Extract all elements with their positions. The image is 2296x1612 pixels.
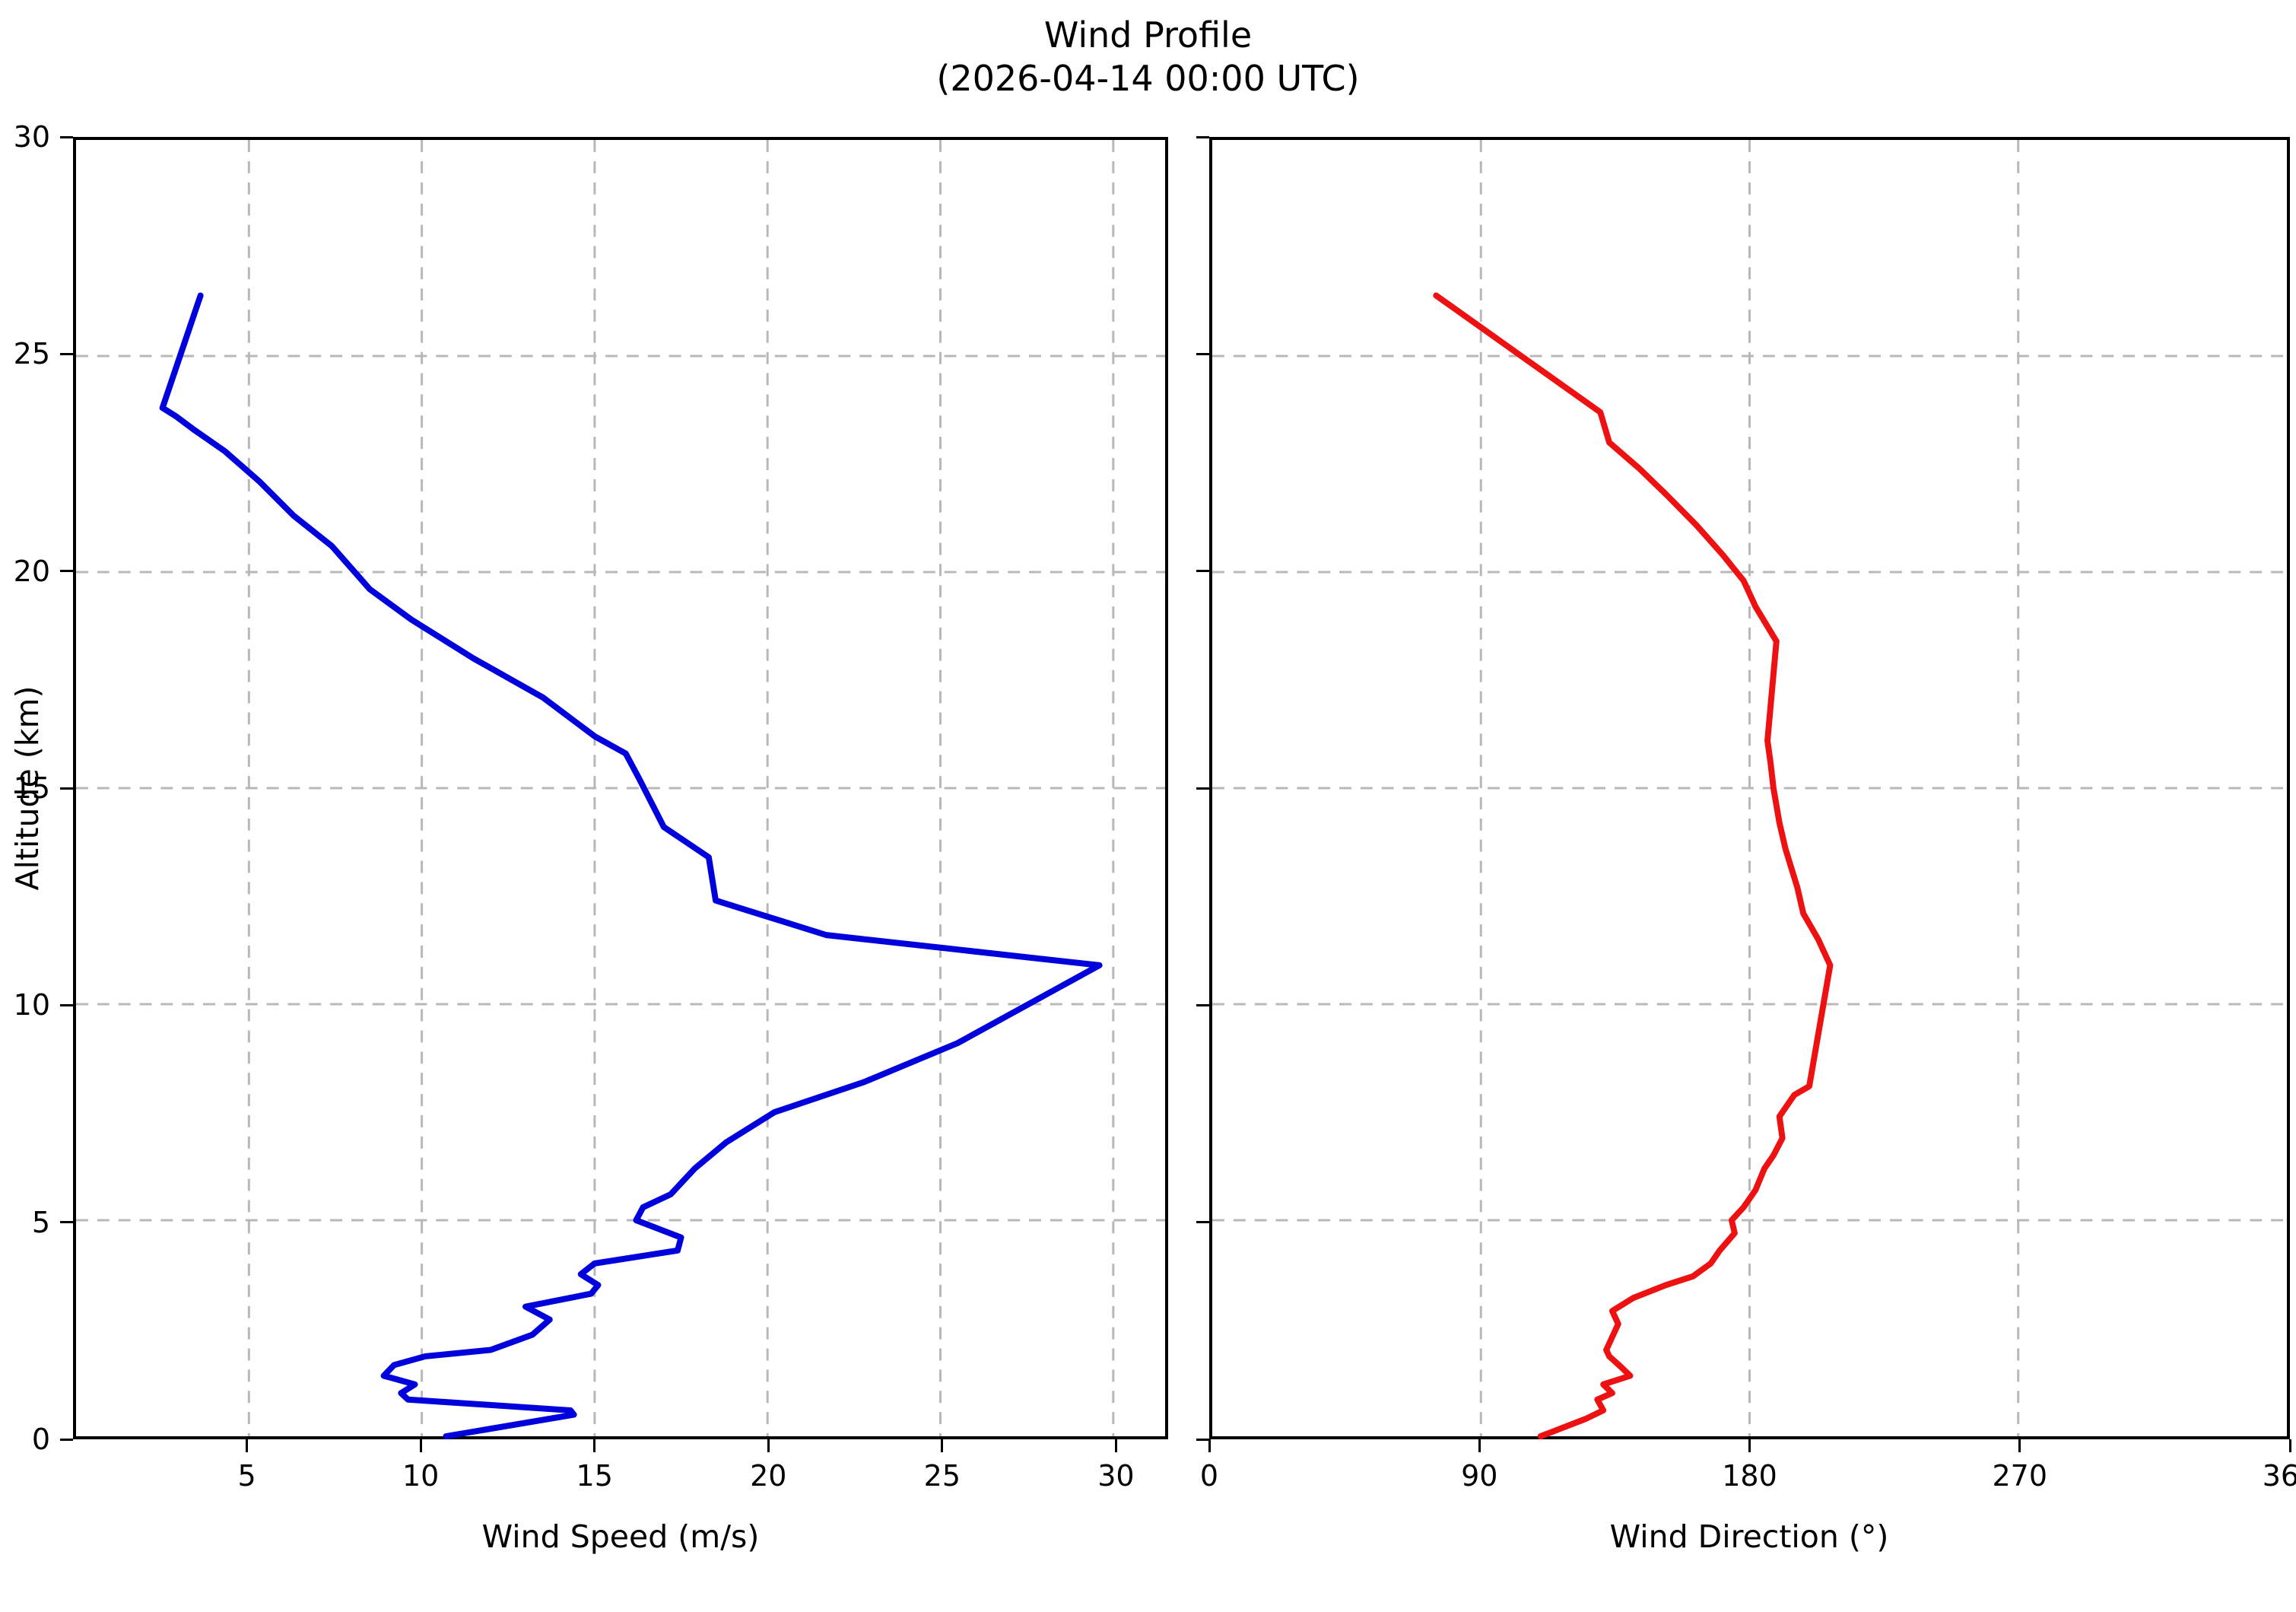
y-tick-mark-right — [1196, 1221, 1209, 1224]
y-tick-label: 15 — [13, 771, 50, 805]
x-axis-title-speed: Wind Speed (m/s) — [481, 1518, 760, 1555]
x-tick-mark — [419, 1439, 422, 1452]
x-tick-label: 90 — [1461, 1459, 1498, 1493]
wind-speed-line — [159, 292, 1103, 1439]
wind-speed-canvas — [76, 140, 1165, 1439]
y-tick-mark-right — [1196, 1438, 1209, 1441]
x-tick-mark — [941, 1439, 944, 1452]
y-tick-mark — [60, 1003, 73, 1006]
x-tick-label: 25 — [923, 1459, 961, 1493]
x-tick-mark — [593, 1439, 596, 1452]
x-tick-mark — [1748, 1439, 1751, 1452]
y-tick-mark-right — [1196, 352, 1209, 355]
x-tick-label: 270 — [1992, 1459, 2048, 1493]
x-tick-label: 20 — [750, 1459, 787, 1493]
x-tick-label: 30 — [1097, 1459, 1135, 1493]
x-tick-mark — [1114, 1439, 1117, 1452]
y-tick-mark-right — [1196, 135, 1209, 138]
wind-speed-plot-area — [73, 137, 1168, 1439]
x-tick-mark — [1208, 1439, 1211, 1452]
y-tick-mark-right — [1196, 1003, 1209, 1006]
y-tick-label: 25 — [13, 337, 50, 371]
x-tick-label: 0 — [1199, 1459, 1219, 1493]
wind-direction-canvas — [1212, 140, 2287, 1439]
y-tick-mark — [60, 135, 73, 138]
x-tick-label: 15 — [576, 1459, 613, 1493]
y-tick-label: 5 — [31, 1205, 50, 1239]
x-tick-mark — [1478, 1439, 1481, 1452]
y-tick-mark-right — [1196, 787, 1209, 790]
y-tick-mark — [60, 1438, 73, 1441]
title-line-2: (2026-04-14 00:00 UTC) — [936, 57, 1360, 99]
y-tick-mark — [60, 352, 73, 355]
y-axis-title: Altitude (km) — [9, 685, 46, 891]
x-tick-mark — [2288, 1439, 2291, 1452]
y-tick-mark — [60, 787, 73, 790]
x-tick-mark — [2018, 1439, 2021, 1452]
y-tick-mark-right — [1196, 570, 1209, 573]
x-tick-mark — [246, 1439, 249, 1452]
y-tick-mark — [60, 570, 73, 573]
x-tick-label: 5 — [237, 1459, 256, 1493]
page-title: Wind Profile (2026-04-14 00:00 UTC) — [0, 14, 2296, 100]
x-axis-title-direction: Wind Direction (°) — [1609, 1518, 1889, 1555]
x-tick-label: 10 — [402, 1459, 440, 1493]
y-tick-mark — [60, 1221, 73, 1224]
y-tick-label: 30 — [13, 120, 50, 154]
x-tick-label: 360 — [2262, 1459, 2296, 1493]
x-tick-label: 180 — [1722, 1459, 1777, 1493]
x-tick-mark — [767, 1439, 770, 1452]
y-tick-label: 0 — [31, 1423, 50, 1456]
title-line-1: Wind Profile — [1043, 14, 1253, 56]
y-tick-label: 20 — [13, 554, 50, 588]
y-tick-label: 10 — [13, 988, 50, 1022]
wind-direction-plot-area — [1209, 137, 2290, 1439]
wind-direction-line — [1433, 292, 1834, 1439]
